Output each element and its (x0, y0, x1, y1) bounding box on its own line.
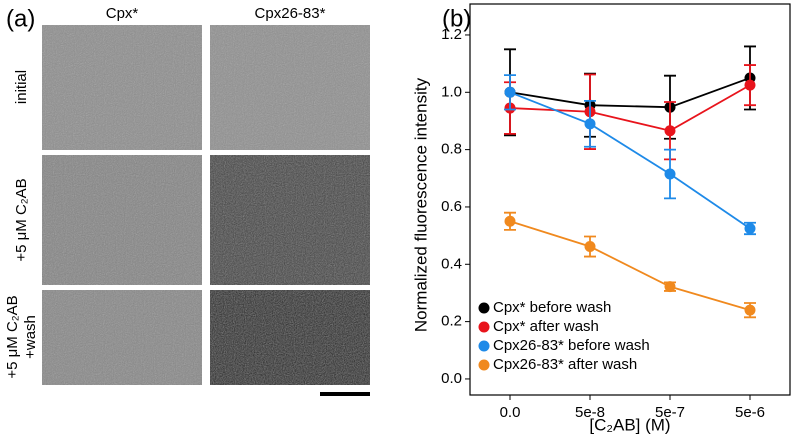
y-tick-label: 1.0 (441, 83, 462, 100)
legend-label: Cpx26-83* before wash (493, 337, 650, 354)
legend-marker (478, 302, 490, 314)
image (210, 155, 370, 285)
image (210, 290, 370, 385)
legend-label: Cpx* before wash (493, 299, 611, 316)
series-line (509, 91, 751, 230)
y-axis-title: Normalized fluorescence intensity (411, 77, 430, 332)
data-point (504, 215, 516, 227)
data-point (584, 118, 596, 130)
image (42, 25, 202, 150)
series-line (509, 84, 751, 132)
legend-marker (478, 321, 490, 333)
image (42, 290, 202, 385)
x-axis-title: [C₂AB] (M) (589, 415, 670, 434)
data-point (744, 222, 756, 234)
x-tick-label: 0.0 (500, 404, 521, 421)
legend-label: Cpx26-83* after wash (493, 356, 637, 373)
legend-label: Cpx* after wash (493, 318, 599, 335)
row-label: +5 μM C₂AB (4, 295, 21, 378)
y-tick-label: 0.6 (441, 198, 462, 215)
y-tick-label: 0.4 (441, 255, 462, 272)
image (42, 155, 202, 285)
series-line (509, 77, 751, 109)
column-label: Cpx* (106, 5, 139, 22)
y-tick-label: 0.8 (441, 141, 462, 158)
data-point (744, 79, 756, 91)
panel-label: (a) (6, 5, 35, 32)
data-point (664, 125, 676, 137)
row-label: +5 μM C₂AB (13, 178, 30, 261)
row-label: +wash (22, 315, 39, 359)
panel-label: (b) (442, 5, 471, 32)
y-tick-label: 0.0 (441, 370, 462, 387)
row-label: initial (13, 70, 30, 104)
series-line (509, 220, 751, 312)
data-point (664, 281, 676, 293)
y-tick-label: 0.2 (441, 313, 462, 330)
legend-marker (478, 340, 490, 352)
x-tick-label: 5e-7 (655, 404, 685, 421)
data-point (664, 168, 676, 180)
data-point (584, 241, 596, 253)
x-tick-label: 5e-6 (735, 404, 765, 421)
data-point (744, 304, 756, 316)
plot-frame (469, 3, 791, 396)
x-tick-label: 5e-8 (575, 404, 605, 421)
y-tick-label: 1.2 (441, 26, 462, 43)
legend-marker (478, 359, 490, 371)
image (210, 25, 370, 150)
column-label: Cpx26-83* (255, 5, 326, 22)
micrographs (42, 25, 370, 385)
data-point (504, 86, 516, 98)
